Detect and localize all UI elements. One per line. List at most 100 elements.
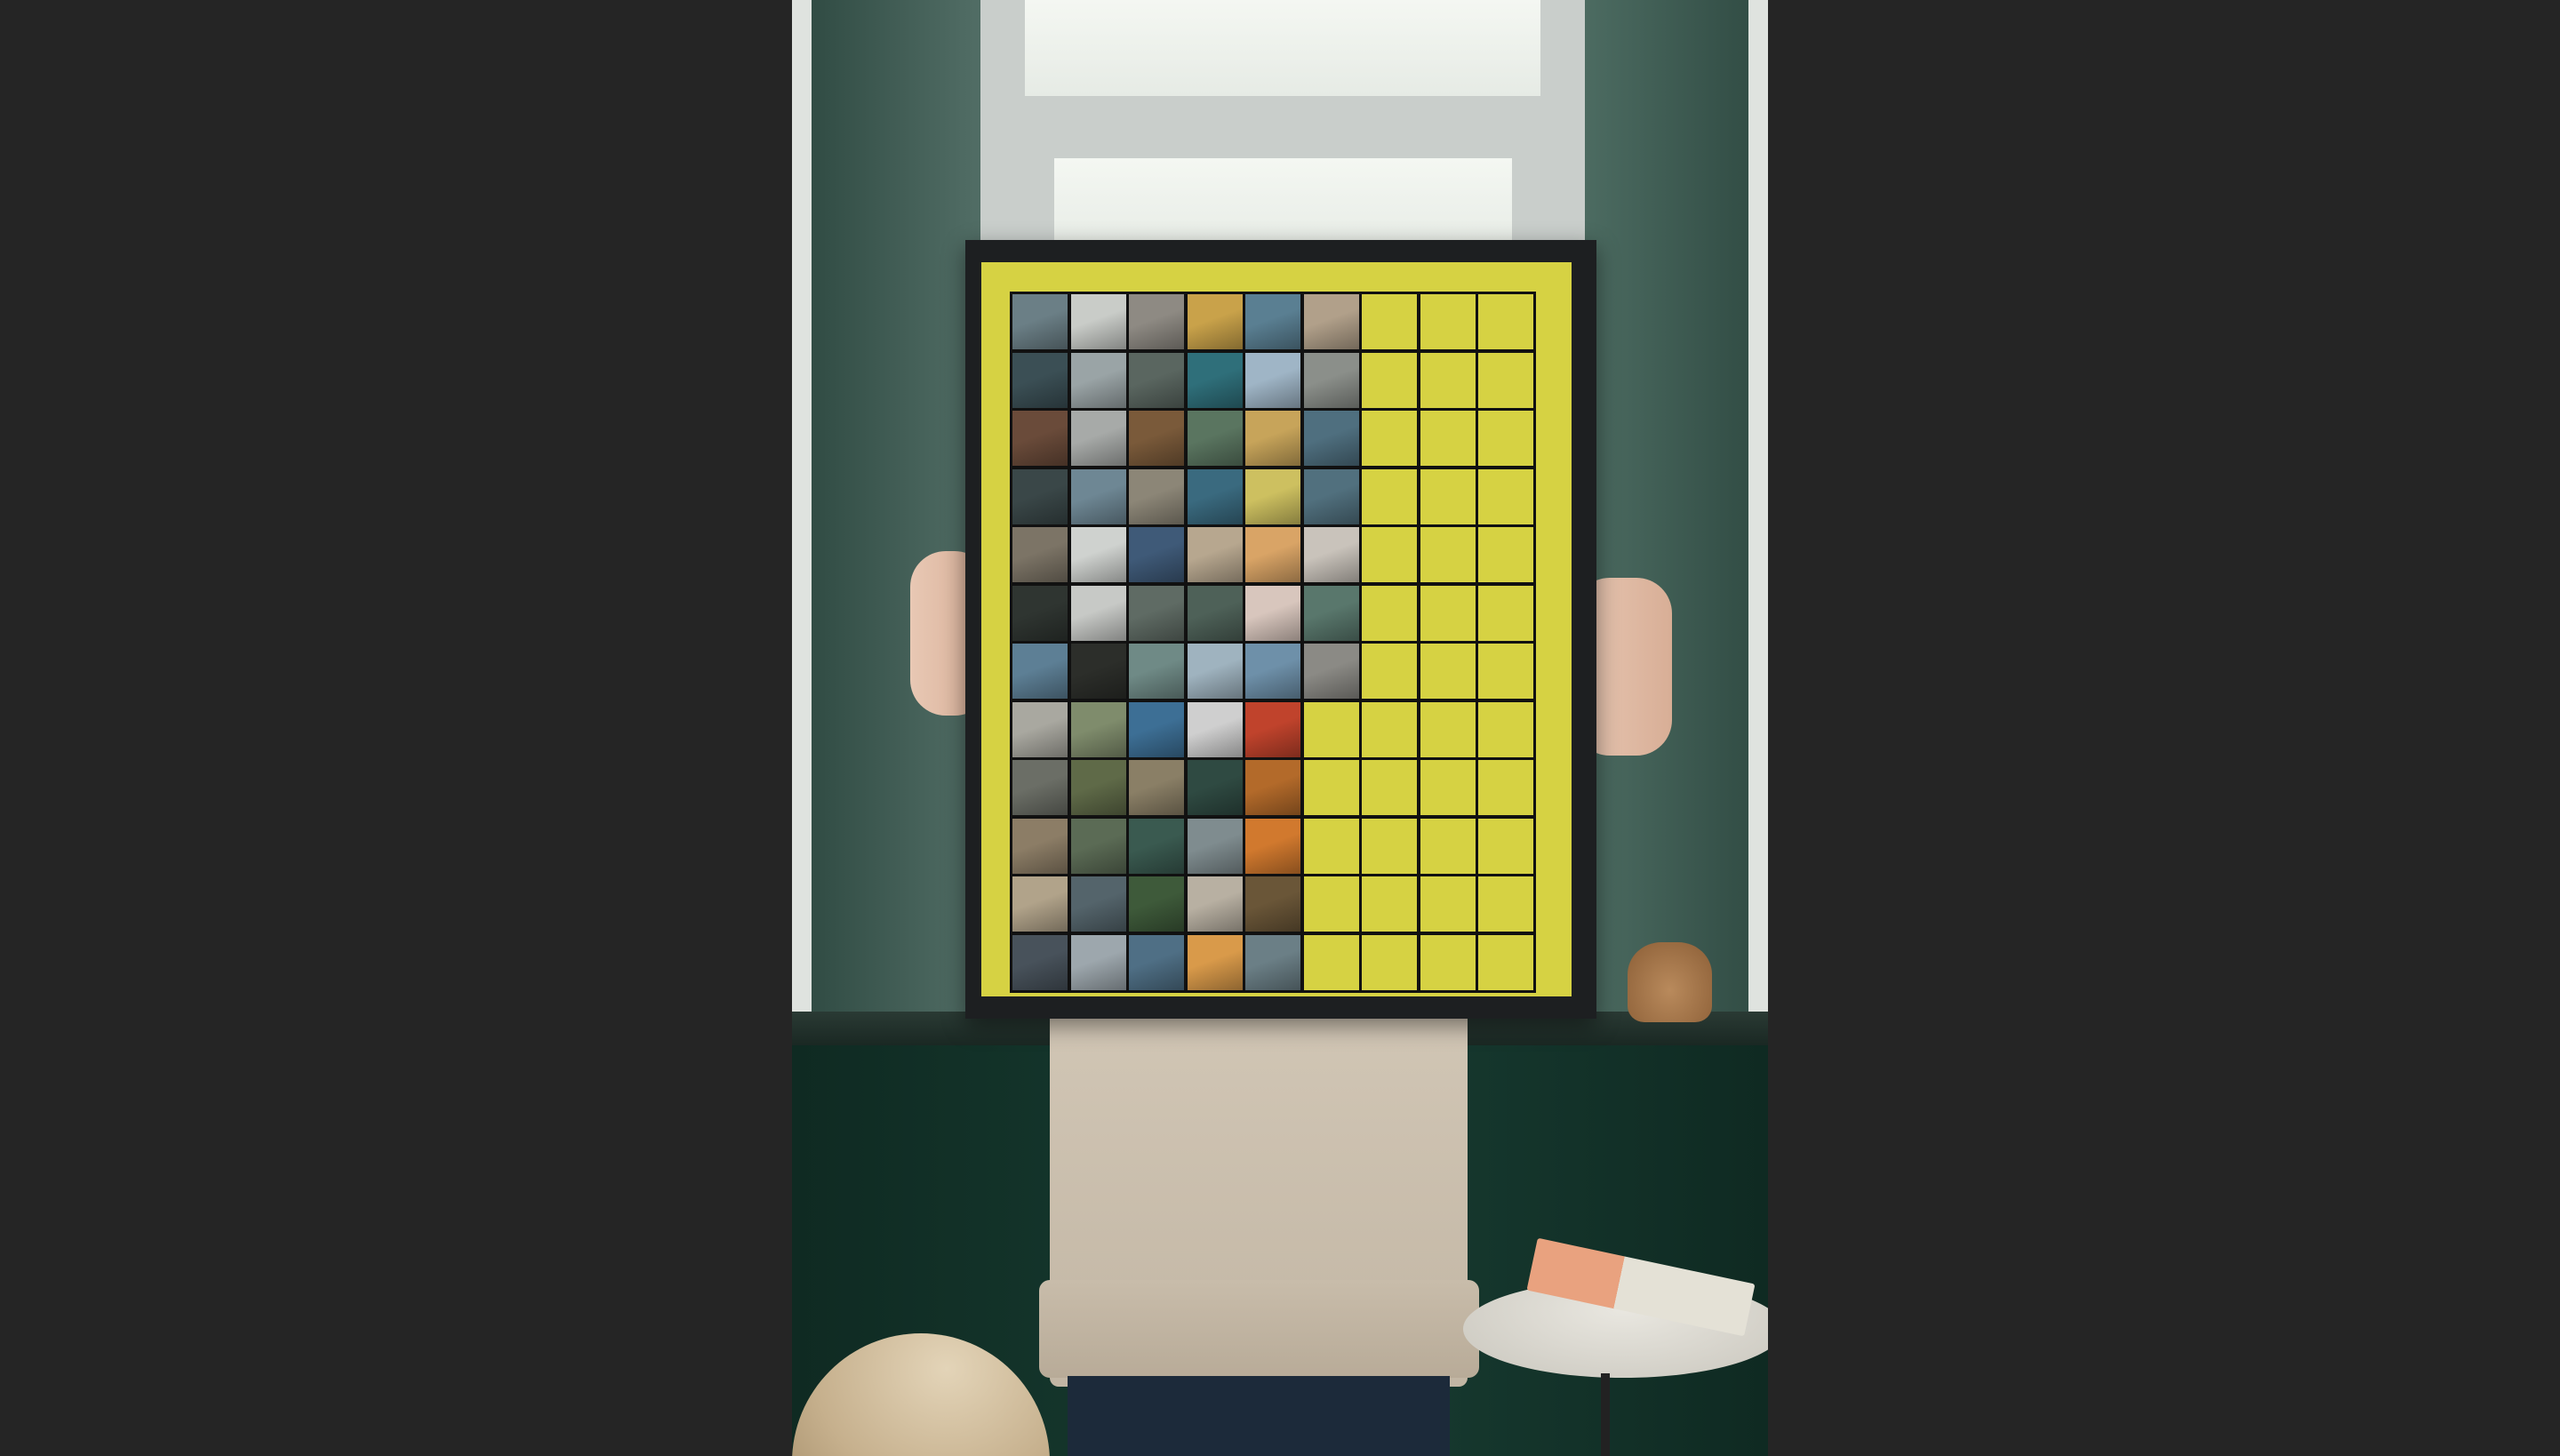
photo-cell [1129, 527, 1184, 582]
photo-cell [1303, 527, 1359, 582]
photo-cell [1187, 934, 1243, 990]
photo-cell [1070, 644, 1126, 699]
empty-cell [1420, 876, 1476, 932]
side-table-leg [1601, 1373, 1610, 1456]
photo-cell [1245, 294, 1300, 349]
empty-cell [1478, 760, 1533, 815]
photo-cell [1012, 468, 1068, 524]
empty-cell [1420, 527, 1476, 582]
photo-cell [1303, 352, 1359, 408]
empty-cell [1420, 294, 1476, 349]
photo-cell [1012, 760, 1068, 815]
photo-cell [1303, 644, 1359, 699]
empty-cell [1478, 294, 1533, 349]
photo-cell [1187, 411, 1243, 466]
photo-cell [1012, 876, 1068, 932]
empty-cell [1478, 701, 1533, 757]
poster-frame [965, 240, 1596, 1019]
photo-cell [1303, 411, 1359, 466]
empty-cell [1303, 934, 1359, 990]
photo-cell [1012, 294, 1068, 349]
poster-mat [981, 262, 1572, 996]
photo-cell [1187, 818, 1243, 874]
photo-cell [1245, 876, 1300, 932]
photo-cell [1245, 527, 1300, 582]
photo-cell [1245, 818, 1300, 874]
empty-cell [1478, 585, 1533, 641]
photo-cell [1070, 468, 1126, 524]
empty-cell [1478, 411, 1533, 466]
empty-cell [1362, 934, 1417, 990]
empty-cell [1420, 468, 1476, 524]
photo-cell [1187, 294, 1243, 349]
empty-cell [1478, 527, 1533, 582]
empty-cell [1303, 760, 1359, 815]
photo-cell [1245, 585, 1300, 641]
mockup-photo [792, 0, 1768, 1456]
vase [1628, 942, 1712, 1022]
empty-cell [1420, 585, 1476, 641]
photo-cell [1129, 468, 1184, 524]
empty-cell [1362, 468, 1417, 524]
photo-cell [1303, 585, 1359, 641]
empty-cell [1478, 468, 1533, 524]
empty-cell [1362, 644, 1417, 699]
jeans [1068, 1376, 1450, 1456]
photo-cell [1129, 934, 1184, 990]
photo-cell [1245, 701, 1300, 757]
photo-cell [1129, 585, 1184, 641]
empty-cell [1420, 411, 1476, 466]
empty-cell [1420, 818, 1476, 874]
photo-cell [1129, 352, 1184, 408]
empty-cell [1420, 701, 1476, 757]
photo-cell [1070, 701, 1126, 757]
curtain-right [1748, 0, 1768, 1013]
empty-cell [1362, 294, 1417, 349]
photo-cell [1129, 644, 1184, 699]
photo-cell [1187, 644, 1243, 699]
photo-cell [1070, 876, 1126, 932]
photo-cell [1129, 411, 1184, 466]
photo-cell [1070, 585, 1126, 641]
empty-cell [1420, 934, 1476, 990]
empty-cell [1478, 818, 1533, 874]
photo-cell [1012, 411, 1068, 466]
photo-cell [1303, 468, 1359, 524]
photo-cell [1129, 701, 1184, 757]
photo-cell [1187, 760, 1243, 815]
photo-cell [1129, 294, 1184, 349]
photo-cell [1012, 527, 1068, 582]
empty-cell [1478, 644, 1533, 699]
empty-cell [1478, 934, 1533, 990]
photo-cell [1012, 352, 1068, 408]
photo-cell [1187, 876, 1243, 932]
photo-cell [1012, 585, 1068, 641]
photo-cell [1245, 644, 1300, 699]
photo-grid [1010, 292, 1536, 993]
empty-cell [1303, 876, 1359, 932]
empty-cell [1478, 352, 1533, 408]
empty-cell [1303, 701, 1359, 757]
photo-cell [1012, 644, 1068, 699]
empty-cell [1362, 701, 1417, 757]
empty-cell [1362, 876, 1417, 932]
photo-cell [1129, 760, 1184, 815]
photo-cell [1303, 294, 1359, 349]
photo-cell [1129, 876, 1184, 932]
photo-cell [1187, 352, 1243, 408]
empty-cell [1362, 527, 1417, 582]
window-pane-top [1025, 0, 1540, 96]
photo-cell [1012, 818, 1068, 874]
photo-cell [1245, 468, 1300, 524]
photo-cell [1012, 701, 1068, 757]
photo-cell [1070, 411, 1126, 466]
curtain-left [792, 0, 812, 1013]
photo-cell [1245, 760, 1300, 815]
empty-cell [1420, 644, 1476, 699]
photo-cell [1245, 411, 1300, 466]
empty-cell [1362, 352, 1417, 408]
photo-cell [1187, 701, 1243, 757]
photo-cell [1245, 934, 1300, 990]
photo-cell [1129, 818, 1184, 874]
